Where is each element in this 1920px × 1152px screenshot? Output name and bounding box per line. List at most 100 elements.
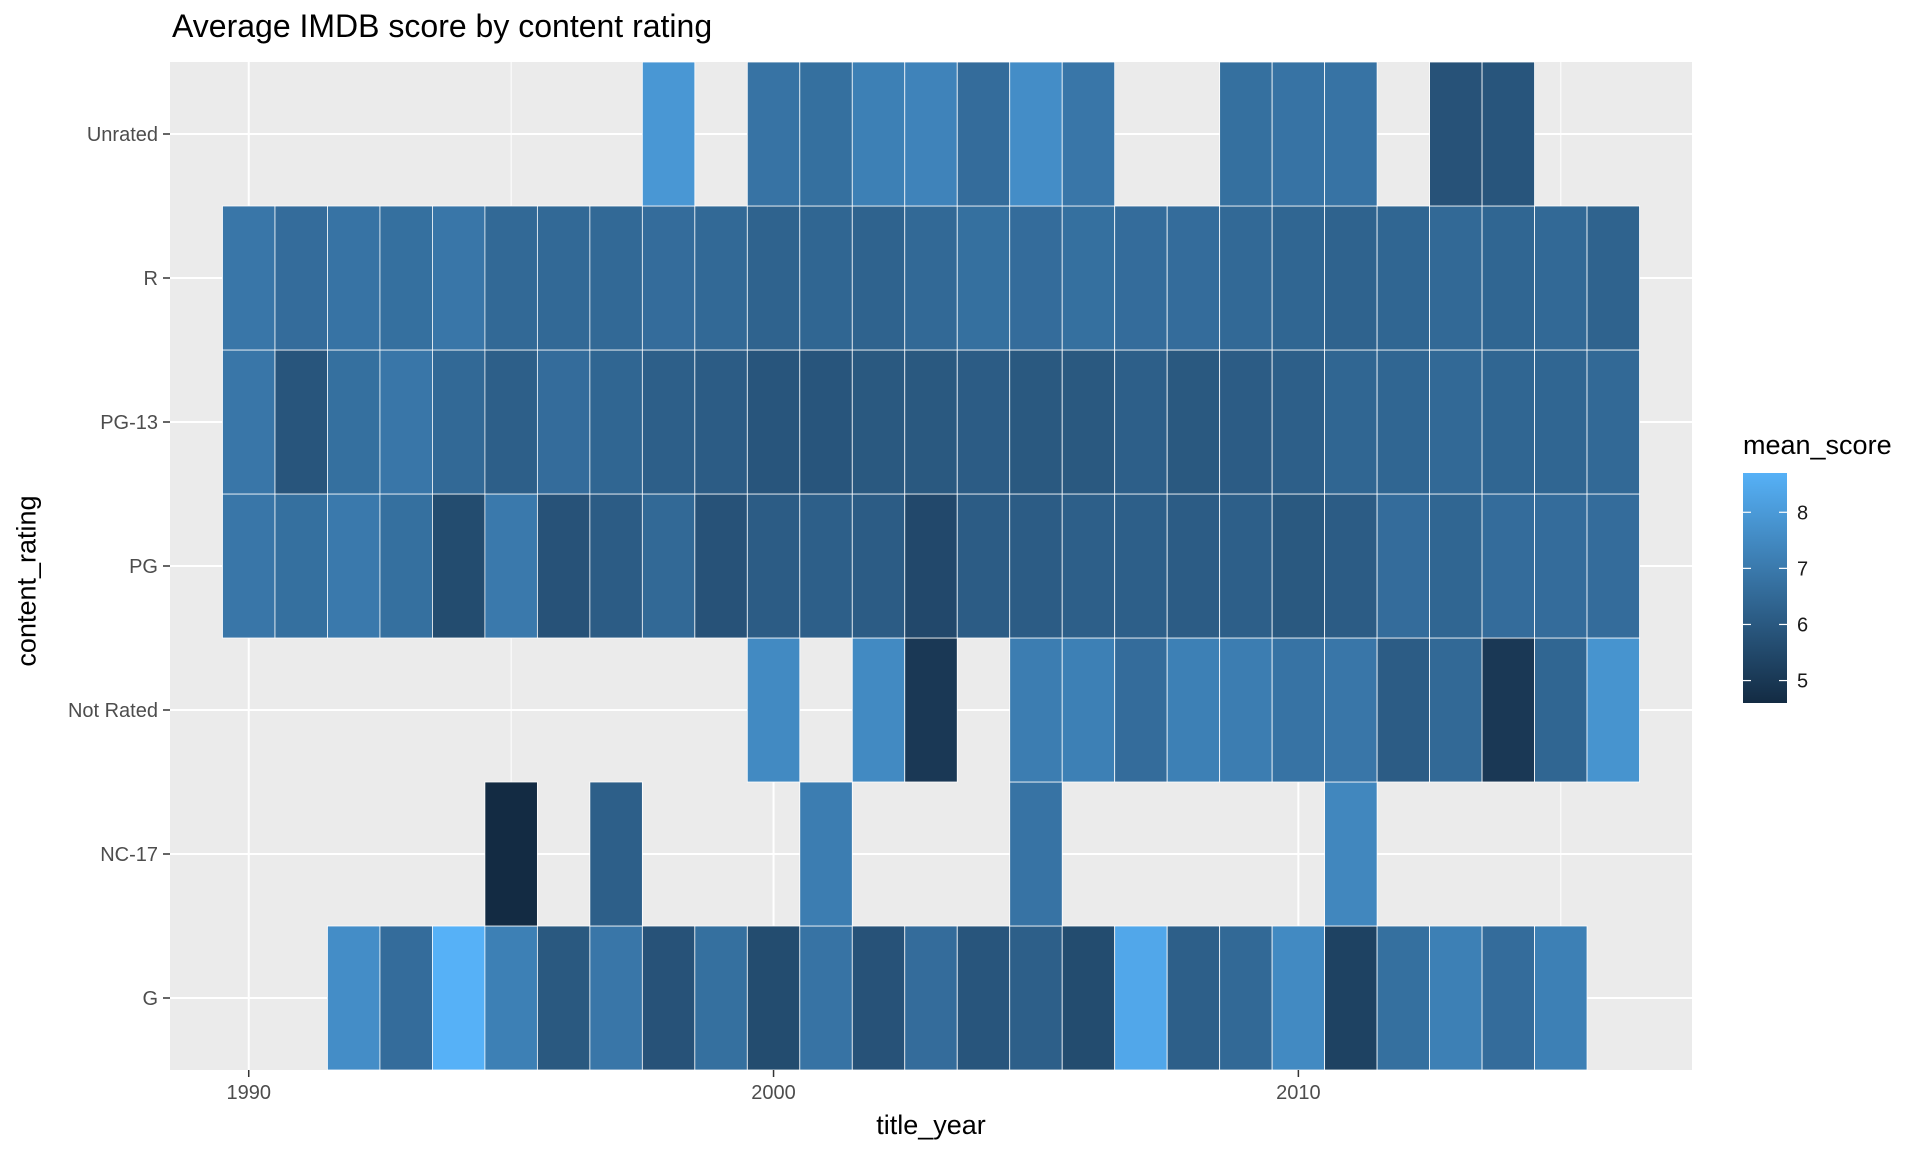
heatmap-tile — [589, 493, 643, 639]
heatmap-tile — [956, 349, 1011, 495]
legend-tick-label: 8 — [1797, 502, 1808, 524]
heatmap-tile — [484, 205, 538, 351]
heatmap-tile — [694, 349, 748, 495]
heatmap-tile — [746, 205, 801, 351]
heatmap-tile — [904, 61, 958, 207]
y-tick-label: PG — [129, 556, 158, 578]
heatmap-tile — [1061, 925, 1116, 1071]
heatmap-tile — [1586, 349, 1640, 495]
heatmap-tile — [904, 925, 958, 1071]
heatmap-tile — [379, 349, 433, 495]
heatmap-tile — [327, 205, 381, 351]
heatmap-tile — [851, 925, 906, 1071]
heatmap-tile — [746, 925, 801, 1071]
heatmap-tile — [432, 493, 486, 639]
heatmap-tile — [1324, 493, 1378, 639]
heatmap-tile — [1271, 637, 1326, 783]
legend-colorbar — [1743, 473, 1787, 703]
heatmap-tile — [1271, 61, 1326, 207]
heatmap-tile — [904, 349, 958, 495]
heatmap-tile — [222, 205, 276, 351]
y-axis-title: content_rating — [11, 495, 42, 667]
heatmap-tile — [1534, 493, 1588, 639]
heatmap-tile — [799, 349, 853, 495]
heatmap-tile — [536, 925, 591, 1071]
heatmap-tile — [1114, 205, 1168, 351]
legend-title: mean_score — [1743, 430, 1892, 460]
heatmap-tile — [1324, 349, 1378, 495]
heatmap-tile — [1481, 493, 1535, 639]
heatmap-tile — [1481, 205, 1535, 351]
heatmap-tile — [799, 61, 853, 207]
heatmap-tile — [327, 349, 381, 495]
heatmap-tile — [1114, 637, 1168, 783]
heatmap-tile — [1219, 61, 1273, 207]
heatmap-tile — [1271, 925, 1326, 1071]
y-tick-label: Not Rated — [68, 700, 158, 722]
heatmap-tile — [799, 493, 853, 639]
y-tick-label: G — [142, 988, 158, 1010]
heatmap-tile — [746, 349, 801, 495]
heatmap-tile — [1166, 925, 1221, 1071]
heatmap-tile — [1586, 493, 1640, 639]
heatmap-tile — [1429, 349, 1483, 495]
heatmap-tile — [956, 925, 1011, 1071]
heatmap-tile — [1219, 493, 1273, 639]
heatmap-tile — [1481, 349, 1535, 495]
heatmap-tile — [274, 205, 328, 351]
heatmap-tile — [694, 205, 748, 351]
heatmap-tile — [1114, 493, 1168, 639]
heatmap-tile — [746, 61, 801, 207]
heatmap-tile — [1481, 61, 1535, 207]
heatmap-tile — [1166, 349, 1221, 495]
legend-tick-label: 5 — [1797, 671, 1808, 693]
heatmap-tile — [956, 61, 1011, 207]
heatmap-tile — [956, 493, 1011, 639]
heatmap-tile — [851, 637, 906, 783]
heatmap-tile — [1324, 61, 1378, 207]
heatmap-tile — [536, 205, 591, 351]
heatmap-tile — [799, 205, 853, 351]
heatmap-tile — [1534, 205, 1588, 351]
heatmap-tile — [1534, 925, 1588, 1071]
heatmap-tile — [1219, 925, 1273, 1071]
heatmap-tile — [1219, 637, 1273, 783]
heatmap-tile — [1586, 205, 1640, 351]
heatmap-tile — [1114, 925, 1168, 1071]
heatmap-tile — [432, 349, 486, 495]
heatmap-tile — [1061, 493, 1116, 639]
heatmap-tile — [1376, 205, 1430, 351]
heatmap-tile — [904, 205, 958, 351]
heatmap-tile — [432, 925, 486, 1071]
heatmap-tile — [1009, 925, 1063, 1071]
heatmap-tile — [1271, 205, 1326, 351]
heatmap-tile — [641, 349, 696, 495]
heatmap-tile — [589, 349, 643, 495]
heatmap-tile — [904, 493, 958, 639]
heatmap-tile — [327, 493, 381, 639]
heatmap-tile — [1166, 205, 1221, 351]
chart-title: Average IMDB score by content rating — [172, 8, 713, 44]
heatmap-tile — [1429, 637, 1483, 783]
heatmap-tile — [222, 349, 276, 495]
heatmap-tile — [1166, 493, 1221, 639]
heatmap-tile — [1009, 205, 1063, 351]
heatmap-tile — [1481, 925, 1535, 1071]
heatmap-tile — [694, 493, 748, 639]
heatmap-tile — [1271, 493, 1326, 639]
heatmap-tile — [1429, 61, 1483, 207]
heatmap-tile — [484, 925, 538, 1071]
heatmap-tile — [904, 637, 958, 783]
heatmap-tile — [589, 781, 643, 927]
heatmap-tile — [1481, 637, 1535, 783]
heatmap-tile — [1376, 493, 1430, 639]
heatmap-tile — [694, 925, 748, 1071]
heatmap-tile — [1376, 637, 1430, 783]
heatmap-tile — [1219, 205, 1273, 351]
heatmap-tile — [851, 205, 906, 351]
heatmap-tile — [1429, 925, 1483, 1071]
heatmap-tile — [589, 925, 643, 1071]
heatmap-tile — [274, 349, 328, 495]
heatmap-tile — [1324, 781, 1378, 927]
heatmap-tile — [1429, 205, 1483, 351]
